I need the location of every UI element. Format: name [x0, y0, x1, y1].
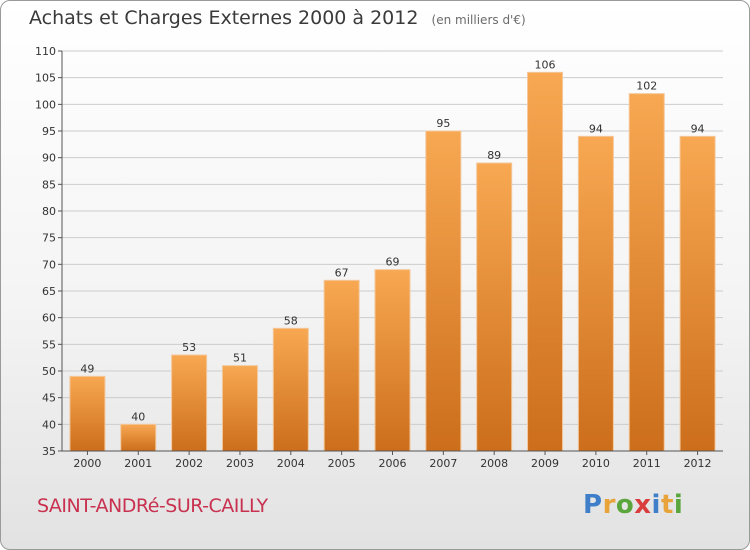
- data-label: 53: [182, 341, 196, 354]
- y-tick-label: 105: [35, 72, 56, 85]
- data-label: 106: [535, 58, 556, 71]
- bar: [476, 162, 513, 452]
- y-tick-label: 80: [42, 205, 56, 218]
- y-tick-label: 35: [42, 445, 56, 458]
- x-tick-label: 2007: [429, 457, 457, 470]
- y-tick-label: 110: [35, 45, 56, 58]
- logo-letter: i: [651, 490, 661, 520]
- logo-letter: x: [634, 490, 652, 520]
- y-tick-label: 90: [42, 152, 56, 165]
- bar: [425, 130, 462, 452]
- data-label: 51: [233, 352, 247, 365]
- chart-subtitle: (en milliers d'€): [431, 13, 526, 27]
- y-tick-label: 100: [35, 98, 56, 111]
- bar: [69, 375, 106, 452]
- data-label: 89: [487, 149, 501, 162]
- data-label: 67: [335, 266, 349, 279]
- x-tick-label: 2005: [328, 457, 356, 470]
- bar: [272, 327, 309, 452]
- commune-name: SAINT-ANDRé-SUR-CAILLY: [37, 495, 268, 517]
- logo-letter: r: [602, 490, 616, 520]
- data-label: 49: [80, 362, 94, 375]
- y-tick-label: 75: [42, 232, 56, 245]
- axes: 35 40 45 50 55 60 65 70 75 80 85 90 95 100 105 110 2000 2…: [35, 45, 723, 470]
- bar: [679, 135, 716, 452]
- logo-letter: t: [660, 490, 674, 520]
- bar: [120, 423, 157, 452]
- proxiti-logo: Proxiti: [583, 490, 683, 520]
- bar: [527, 71, 564, 452]
- y-tick-label: 85: [42, 178, 56, 191]
- data-label: 40: [131, 410, 145, 423]
- data-label: 102: [636, 80, 657, 93]
- bar: [323, 279, 360, 452]
- x-tick-label: 2008: [480, 457, 508, 470]
- bar: [171, 354, 208, 452]
- x-tick-label: 2003: [226, 457, 254, 470]
- logo-letter: P: [583, 490, 603, 520]
- y-tick-label: 70: [42, 258, 56, 271]
- bar: [221, 365, 258, 452]
- x-tick-label: 2012: [684, 457, 712, 470]
- x-tick-label: 2002: [175, 457, 203, 470]
- x-tick-label: 2001: [124, 457, 152, 470]
- title-row: Achats et Charges Externes 2000 à 2012 (…: [29, 7, 526, 29]
- data-label: 94: [691, 122, 705, 135]
- x-tick-label: 2010: [582, 457, 610, 470]
- x-tick-label: 2011: [633, 457, 661, 470]
- data-label: 58: [284, 314, 298, 327]
- x-tick-label: 2000: [73, 457, 101, 470]
- logo-letter: i: [673, 490, 684, 520]
- y-tick-label: 55: [42, 338, 56, 351]
- x-tick-label: 2004: [277, 457, 305, 470]
- x-tick-label: 2009: [531, 457, 559, 470]
- data-label: 69: [386, 256, 400, 269]
- data-label: 94: [589, 122, 603, 135]
- y-tick-label: 50: [42, 365, 56, 378]
- bar: [577, 135, 614, 452]
- chart-title: Achats et Charges Externes 2000 à 2012: [29, 7, 419, 29]
- y-tick-label: 60: [42, 312, 56, 325]
- bar: [628, 93, 665, 452]
- x-tick-label: 2006: [379, 457, 407, 470]
- y-tick-label: 45: [42, 392, 56, 405]
- y-tick-label: 40: [42, 418, 56, 431]
- data-label: 95: [436, 117, 450, 130]
- bar: [374, 269, 411, 452]
- bars: 49 40 53 51 58 67 69 95 89 106 94 102 94: [69, 58, 716, 452]
- y-tick-label: 95: [42, 125, 56, 138]
- logo-letter: o: [615, 490, 635, 520]
- y-tick-label: 65: [42, 285, 56, 298]
